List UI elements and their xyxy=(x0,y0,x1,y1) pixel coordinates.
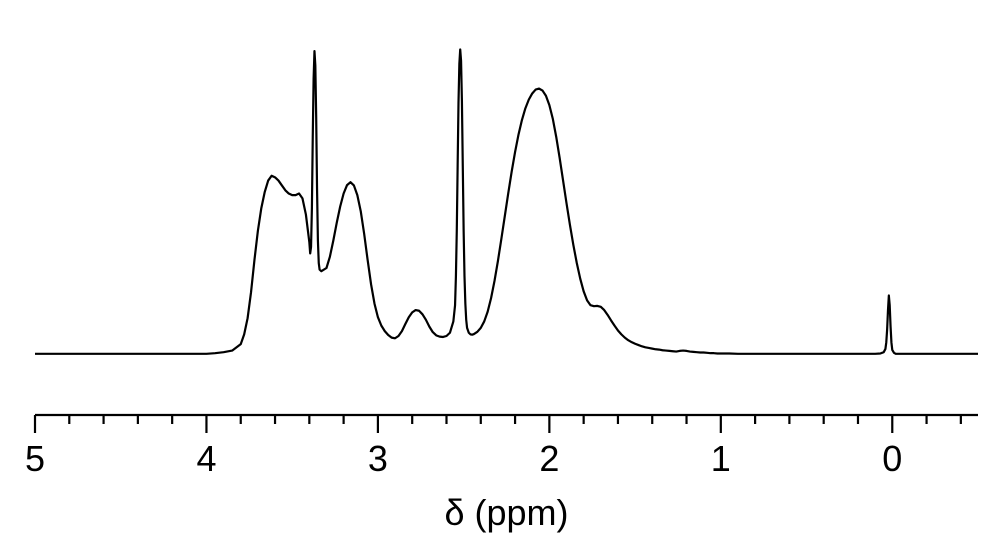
x-tick-label: 5 xyxy=(25,438,45,479)
nmr-svg: 5 4 3 2 1 0 δ (ppm) xyxy=(0,0,1000,550)
x-tick-label: 4 xyxy=(196,438,216,479)
x-tick-label: 3 xyxy=(368,438,388,479)
x-axis-label: δ (ppm) xyxy=(444,492,568,533)
x-tick-label: 2 xyxy=(539,438,559,479)
x-tick-label: 0 xyxy=(882,438,902,479)
x-tick-label: 1 xyxy=(711,438,731,479)
nmr-chart: 5 4 3 2 1 0 δ (ppm) xyxy=(0,0,1000,550)
spectrum-line xyxy=(35,49,978,353)
